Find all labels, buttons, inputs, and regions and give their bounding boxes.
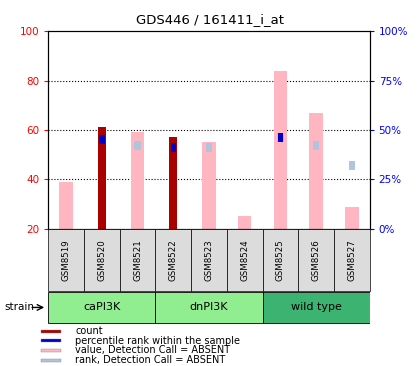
Bar [206, 143, 212, 152]
Bar [262, 292, 370, 323]
Bar [273, 71, 287, 229]
Text: strain: strain [4, 302, 34, 313]
Text: GSM8519: GSM8519 [62, 239, 71, 281]
Bar [41, 329, 61, 333]
Bar [278, 133, 283, 142]
Bar [59, 182, 73, 229]
Bar [334, 229, 370, 291]
Bar [262, 229, 298, 291]
Bar [298, 229, 334, 291]
Bar [155, 292, 262, 323]
Bar [120, 229, 155, 291]
Text: GSM8524: GSM8524 [240, 239, 249, 281]
Bar [309, 113, 323, 229]
Bar [349, 161, 355, 170]
Text: GSM8527: GSM8527 [347, 239, 356, 281]
Bar [48, 292, 155, 323]
Text: GSM8520: GSM8520 [97, 239, 106, 281]
Bar [345, 206, 359, 229]
Bar [171, 143, 176, 152]
Bar [202, 142, 216, 229]
Bar [169, 137, 177, 229]
Text: dnPI3K: dnPI3K [190, 302, 228, 313]
Text: GSM8525: GSM8525 [276, 239, 285, 281]
Text: GSM8523: GSM8523 [205, 239, 213, 281]
Text: count: count [75, 326, 103, 336]
Bar [277, 133, 284, 142]
Text: GSM8521: GSM8521 [133, 239, 142, 281]
Bar [41, 339, 61, 343]
Bar [41, 349, 61, 352]
Text: GDS446 / 161411_i_at: GDS446 / 161411_i_at [136, 13, 284, 26]
Bar [84, 229, 120, 291]
Text: GSM8526: GSM8526 [312, 239, 320, 281]
Bar [98, 127, 106, 229]
Bar [191, 229, 227, 291]
Bar [134, 141, 141, 150]
Bar [238, 216, 252, 229]
Bar [313, 141, 319, 150]
Text: rank, Detection Call = ABSENT: rank, Detection Call = ABSENT [75, 355, 226, 365]
Text: GSM8522: GSM8522 [169, 239, 178, 281]
Bar [227, 229, 262, 291]
Text: wild type: wild type [291, 302, 341, 313]
Bar [41, 359, 61, 362]
Bar [99, 135, 105, 144]
Bar [131, 132, 144, 229]
Bar [48, 229, 84, 291]
Text: value, Detection Call = ABSENT: value, Detection Call = ABSENT [75, 346, 230, 355]
Bar [155, 229, 191, 291]
Text: caPI3K: caPI3K [83, 302, 121, 313]
Text: percentile rank within the sample: percentile rank within the sample [75, 336, 240, 346]
